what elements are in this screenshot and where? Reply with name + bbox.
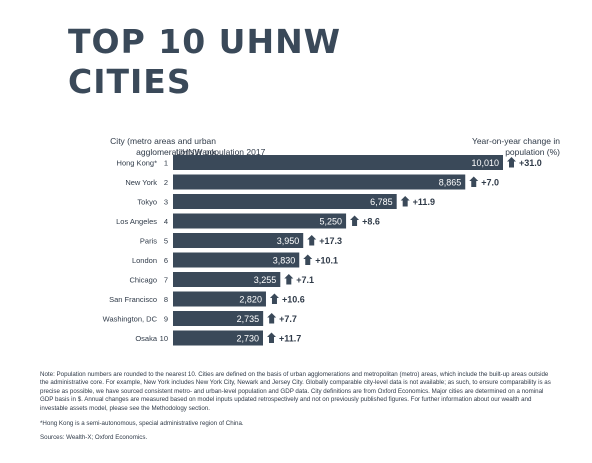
change-value-label: +8.6 [362,217,380,227]
population-bar [173,194,397,209]
population-bar [173,252,300,268]
up-arrow-icon [267,332,276,343]
population-value-label: 3,255 [254,275,277,285]
city-label: New York [125,178,157,187]
up-arrow-icon [267,313,277,324]
city-label: Washington, DC [103,315,158,324]
up-arrow-icon [307,235,317,246]
up-arrow-icon [469,176,479,187]
up-arrow-icon [269,293,279,304]
rank-label: 1 [164,159,168,168]
city-label: Chicago [129,276,157,285]
up-arrow-icon [507,157,516,168]
population-bar [173,213,347,229]
rank-label: 7 [164,276,168,285]
population-bar [173,174,466,190]
change-value-label: +11.7 [279,334,301,344]
city-label: Osaka [135,334,158,343]
city-column-header: City (metro areas and urban agglomeratio… [110,136,216,157]
population-value-label: 2,820 [239,295,262,305]
change-value-label: +7.0 [481,178,499,188]
population-bar [173,311,264,326]
population-value-label: 3,950 [277,236,300,246]
rank-label: 10 [160,334,168,343]
population-column-header: UHNW population 2017 [176,147,266,157]
population-value-label: 6,785 [370,197,393,207]
city-label: Paris [140,237,157,246]
population-value-label: 2,730 [236,334,259,344]
rank-label: 8 [164,295,168,304]
chart-note: Note: Population numbers are rounded to … [40,371,551,412]
change-value-label: +7.1 [296,275,314,285]
population-bar [173,233,304,248]
chart-footnote: *Hong Kong is a semi-autonomous, special… [40,420,244,427]
rank-label: 3 [164,198,168,207]
city-label: San Francisco [109,295,157,304]
up-arrow-icon [400,196,410,207]
population-bar [173,155,503,170]
change-value-label: +10.6 [282,295,305,305]
rank-label: 4 [164,217,168,226]
city-label: Hong Kong* [117,159,158,168]
rank-label: 2 [164,178,168,187]
change-value-label: +11.9 [413,197,435,207]
rank-label: 5 [164,237,168,246]
city-label: Los Angeles [116,217,157,226]
population-value-label: 5,250 [320,217,343,227]
rank-label: 6 [164,256,168,265]
city-label: London [132,256,157,265]
up-arrow-icon [303,254,313,265]
population-value-label: 3,830 [273,256,296,266]
change-value-label: +31.0 [519,158,542,168]
change-column-header: Year-on-year change in population (%) [471,136,560,157]
change-value-label: +17.3 [319,236,342,246]
population-bar [173,272,281,287]
city-label: Tokyo [137,198,157,207]
rank-label: 9 [164,315,168,324]
up-arrow-icon [350,215,360,226]
up-arrow-icon [284,274,294,285]
population-value-label: 8,865 [439,178,462,188]
chart-sources: Sources: Wealth-X; Oxford Economics. [40,434,148,441]
population-value-label: 2,735 [237,314,260,324]
chart-title: TOP 10 UHNW CITIES [68,22,342,101]
population-bar [173,291,266,307]
change-value-label: +10.1 [315,256,338,266]
population-value-label: 10,010 [471,158,499,168]
change-value-label: +7.7 [279,314,297,324]
population-bar [173,330,263,346]
